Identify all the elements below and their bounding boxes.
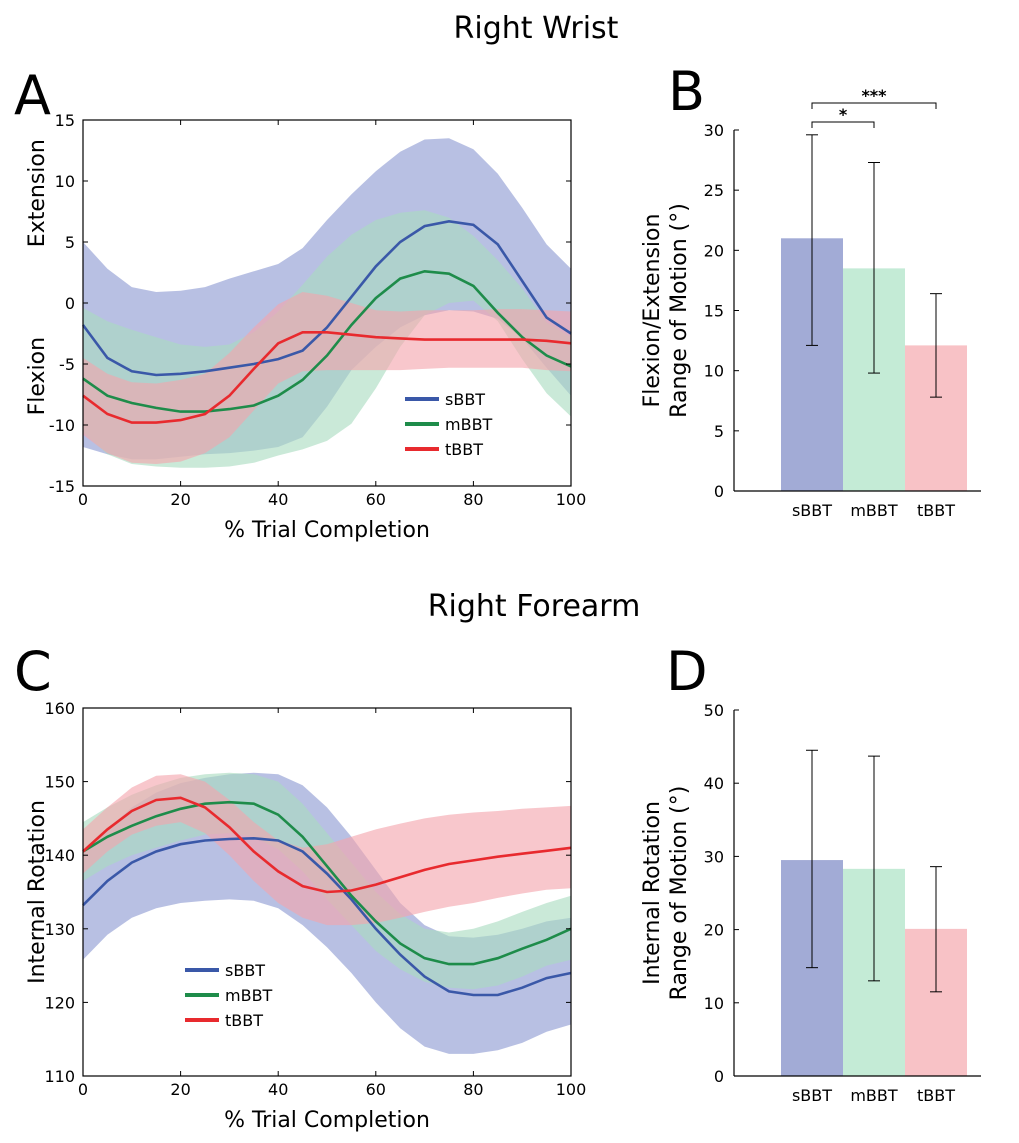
y-tick-label: -15 [49, 477, 75, 496]
y-tick-label: 50 [704, 701, 724, 720]
x-category-label: sBBT [792, 1086, 832, 1105]
panel-d-forearm-bar-chart: D sBBT mBBT tBBT 0 10 20 30 40 50 Internal Rotati… [640, 640, 981, 1105]
y-tick-label: 30 [704, 847, 724, 866]
confidence-band-tBBT [83, 774, 571, 926]
y-tick-label: 10 [704, 362, 724, 381]
panel-a-wrist-line-chart: A 0 20 40 60 80 100 -15 -10 -5 0 5 10 15 % Trial Comp… [14, 64, 586, 543]
panel-label-c: C [14, 640, 52, 703]
legend-label-sBBT: sBBT [225, 961, 265, 980]
y-tick-label: 130 [44, 920, 75, 939]
y-tick-label: 10 [55, 172, 75, 191]
legend-label-sBBT: sBBT [445, 390, 485, 409]
section-title-right-wrist: Right Wrist [454, 11, 619, 46]
y-tick-label: 25 [704, 181, 724, 200]
legend-label-tBBT: tBBT [225, 1011, 263, 1030]
y-tick-label: 20 [704, 241, 724, 260]
y-tick-label: 110 [44, 1067, 75, 1086]
x-category-label: mBBT [850, 1086, 898, 1105]
x-tick-label: 80 [463, 490, 483, 509]
panel-label-b: B [668, 60, 705, 123]
y-axis-label-flexion: Flexion [25, 337, 50, 415]
y-tick-label: -5 [59, 355, 75, 374]
legend-label-mBBT: mBBT [445, 415, 493, 434]
y-tick-label: 120 [44, 993, 75, 1012]
y-axis-label-extension: Extension [25, 139, 50, 247]
series-line-sBBT [81, 219, 572, 377]
series-line-tBBT [82, 331, 572, 424]
y-axis-label-line1: Internal Rotation [640, 801, 665, 985]
x-tick-label: 40 [268, 1080, 288, 1099]
x-tick-label: 20 [170, 1080, 190, 1099]
y-tick-label: 150 [44, 773, 75, 792]
y-tick-label: 0 [714, 1067, 724, 1086]
x-tick-label: 0 [78, 490, 88, 509]
y-tick-label: 20 [704, 921, 724, 940]
x-category-label: tBBT [917, 501, 955, 520]
x-axis-label: % Trial Completion [224, 1108, 430, 1133]
y-tick-label: 40 [704, 774, 724, 793]
y-axis-label: Internal Rotation [25, 800, 50, 984]
y-tick-label: 5 [714, 422, 724, 441]
series-line-tBBT [82, 796, 572, 894]
y-tick-label: 5 [65, 233, 75, 252]
legend-label-tBBT: tBBT [445, 440, 483, 459]
significance-bracket [811, 102, 937, 109]
legend-label-mBBT: mBBT [225, 986, 273, 1005]
y-axis-label-line1: Flexion/Extension [640, 214, 665, 408]
y-tick-label: 15 [55, 111, 75, 130]
y-axis-label-line2: Range of Motion (°) [667, 203, 692, 418]
y-tick-label: 0 [714, 482, 724, 501]
x-tick-label: 20 [170, 490, 190, 509]
x-tick-label: 0 [78, 1080, 88, 1099]
x-category-label: mBBT [850, 501, 898, 520]
axes-box [82, 707, 572, 1077]
x-tick-label: 100 [556, 490, 587, 509]
y-axis-label-line2: Range of Motion (°) [667, 786, 692, 1001]
x-tick-label: 60 [366, 1080, 386, 1099]
y-tick-label: 10 [704, 994, 724, 1013]
panel-b-wrist-bar-chart: B sBBT mBBT tBBT 0 5 10 15 20 25 30 Flexion/Extens… [640, 60, 981, 520]
section-title-right-forearm: Right Forearm [428, 589, 641, 624]
x-tick-label: 40 [268, 490, 288, 509]
y-tick-label: 30 [704, 121, 724, 140]
panel-label-a: A [14, 64, 51, 127]
x-tick-label: 80 [463, 1080, 483, 1099]
confidence-band-tBBT [83, 292, 571, 464]
y-tick-label: -10 [49, 416, 75, 435]
x-category-label: sBBT [792, 501, 832, 520]
panel-c-forearm-line-chart: C 0 20 40 60 80 100 110 120 130 140 150 160 % Trial … [14, 640, 586, 1133]
significance-bracket [811, 121, 875, 128]
series-line-mBBT [82, 269, 572, 413]
y-tick-label: 15 [704, 302, 724, 321]
x-tick-label: 100 [556, 1080, 587, 1099]
significance-marker: * [839, 105, 848, 124]
y-tick-label: 140 [44, 846, 75, 865]
panel-label-d: D [666, 640, 708, 703]
series-line-sBBT [82, 836, 572, 997]
y-tick-label: 160 [44, 699, 75, 718]
x-axis-label: % Trial Completion [224, 518, 430, 543]
y-tick-label: 0 [65, 294, 75, 313]
significance-marker: *** [861, 86, 887, 105]
x-category-label: tBBT [917, 1086, 955, 1105]
x-tick-label: 60 [366, 490, 386, 509]
series-line-mBBT [82, 800, 572, 966]
